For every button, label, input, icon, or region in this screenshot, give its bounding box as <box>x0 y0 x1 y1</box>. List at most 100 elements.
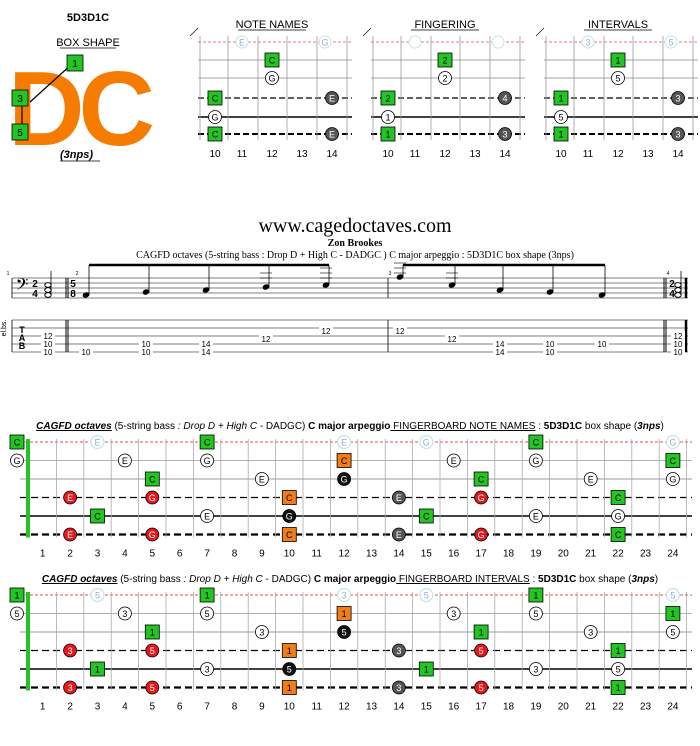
tab-letter: B <box>19 341 26 351</box>
tab-number: 10 <box>674 340 683 349</box>
board-marker-label: C <box>533 438 540 448</box>
board-title-part: - DADGC) <box>257 421 308 432</box>
mini-ghost-circle <box>664 35 678 49</box>
tab-number: 10 <box>142 348 151 357</box>
shape-code: 5D3D1C <box>67 12 109 24</box>
board-note-marker <box>611 662 625 676</box>
mini-fret-number: 10 <box>555 149 567 160</box>
board-note-marker <box>63 643 77 658</box>
board-fret-number: 17 <box>476 702 488 713</box>
board-fret-number: 4 <box>122 549 128 558</box>
tab-number-bg <box>595 339 609 348</box>
tab-number: 10 <box>142 340 151 349</box>
board-root-marker <box>336 453 352 468</box>
board-title-part: : Drop D + High C <box>178 421 258 432</box>
mini-fret-number: 13 <box>296 149 308 160</box>
tab-number-bg <box>319 326 333 336</box>
mini-marker-fifth <box>438 71 452 85</box>
board-marker-label: 1 <box>205 591 210 601</box>
mini-marker-third <box>498 91 512 105</box>
tab-number: 12 <box>396 327 405 336</box>
board-fret-number: 8 <box>232 702 238 713</box>
time-sig-bottom: 8 <box>70 289 76 300</box>
board-note-marker <box>118 453 132 468</box>
board-note-marker <box>666 625 680 639</box>
logo-marker-5-label: 5 <box>17 128 23 139</box>
board-ghost-label: E <box>94 438 100 448</box>
board-fret-number: 22 <box>613 549 625 558</box>
board-marker-label: E <box>588 475 594 485</box>
board-ghost-circle <box>90 587 105 603</box>
board-note-marker <box>474 680 489 695</box>
board-root-marker <box>665 606 681 621</box>
time-sig-top: 2 <box>32 279 38 290</box>
board-root-marker <box>610 527 626 542</box>
board-note-marker <box>446 606 461 621</box>
board-marker-label: C <box>14 438 21 448</box>
board-fret-number: 21 <box>585 549 597 558</box>
board-root-marker <box>528 434 544 450</box>
mini-marker-root-bass-label: 1 <box>385 130 390 140</box>
board-fret-number: 11 <box>312 702 323 713</box>
board-ghost-circle <box>90 434 105 450</box>
board-marker-label: C <box>286 530 293 540</box>
board-title-part: (5-string bass <box>117 574 183 585</box>
board-fret-number: 14 <box>393 702 405 713</box>
mini-marker-root-label: C <box>269 56 276 66</box>
board-nut <box>26 439 30 538</box>
board-note-marker <box>529 453 543 468</box>
board-note-marker <box>118 606 132 621</box>
board-title-part: C major arpeggio <box>308 421 390 432</box>
board-ghost-label: 3 <box>342 591 347 601</box>
board-note-marker <box>391 490 406 505</box>
tab-number: 10 <box>546 340 555 349</box>
board-note-marker <box>529 509 543 523</box>
board-note-marker <box>337 625 352 639</box>
board-fret-number: 3 <box>95 549 101 558</box>
mini-marker-third-bass <box>325 127 339 141</box>
board-root-marker <box>281 680 297 695</box>
mini-ghost-label: 3 <box>585 38 590 48</box>
tab-number-bg <box>41 331 55 340</box>
board-fret-number: 18 <box>503 549 515 558</box>
board-ghost-circle <box>419 587 434 603</box>
board-marker-label: 3 <box>259 628 264 638</box>
board-title-part: - DADGC) <box>263 574 314 585</box>
board-marker-label: E <box>396 530 402 540</box>
board-title-part: FINGERBOARD INTERVALS <box>396 574 530 585</box>
board-root-marker <box>610 643 626 658</box>
board-fret-number: 20 <box>558 702 570 713</box>
author: Zon Brookes <box>328 238 383 249</box>
chord-note-head <box>674 287 682 293</box>
note-head <box>496 287 504 293</box>
board-marker-label: 1 <box>670 609 675 619</box>
board-fret-number: 16 <box>448 702 460 713</box>
tab-number-bg <box>41 347 55 356</box>
board-marker-label: G <box>204 456 211 466</box>
board-marker-label: E <box>67 493 73 503</box>
nps-label: (3nps) <box>60 149 93 161</box>
mini-marker-root-bass <box>207 126 223 142</box>
board-root-marker <box>90 661 105 677</box>
board-marker-label: G <box>341 475 348 485</box>
board-marker-label: G <box>478 493 485 503</box>
board-fret-number: 13 <box>366 549 378 558</box>
board-marker-label: C <box>423 512 430 522</box>
board-open-circle <box>10 453 24 468</box>
board-fret-number: 12 <box>339 549 351 558</box>
board-marker-label: 1 <box>150 628 155 638</box>
board-marker-label: 5 <box>616 665 621 675</box>
board-marker-label: C <box>149 475 156 485</box>
mini-fret-number: 14 <box>326 149 338 160</box>
board-title-part: CAGFD octaves <box>36 421 112 432</box>
mini-title: FINGERING <box>414 19 475 31</box>
board-note-marker <box>63 680 77 695</box>
mini-ghost-label: E <box>239 38 245 48</box>
board-root-marker <box>199 434 215 450</box>
board-marker-label: E <box>533 512 539 522</box>
board-marker-label: C <box>478 475 485 485</box>
board-fret-number: 15 <box>421 702 433 713</box>
mini-marker-third <box>325 91 339 105</box>
